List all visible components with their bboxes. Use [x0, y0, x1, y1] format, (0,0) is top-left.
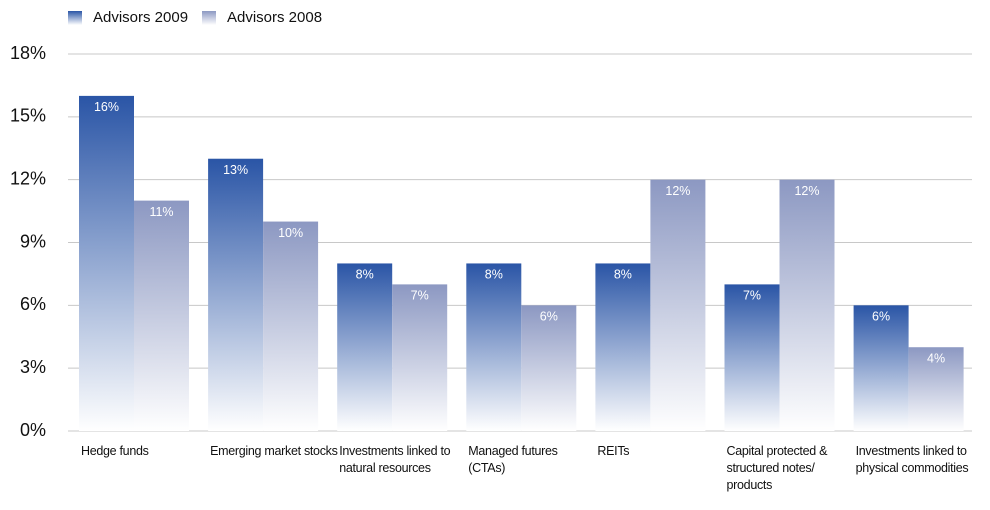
bar — [595, 263, 651, 431]
x-tick-label: Emerging market stocks — [210, 444, 338, 458]
x-tick-label: Investments linked to physical commoditi… — [855, 444, 969, 475]
value-label: 12% — [665, 184, 690, 198]
bar — [779, 179, 835, 431]
value-label: 8% — [356, 268, 374, 282]
bar — [392, 284, 448, 431]
legend-swatch — [202, 11, 216, 25]
y-tick-label: 9% — [20, 231, 46, 251]
x-tick-label: Hedge funds — [81, 444, 149, 458]
legend-label: Advisors 2009 — [93, 9, 188, 26]
value-label: 7% — [411, 289, 429, 303]
bar — [337, 263, 393, 431]
bar — [650, 179, 706, 431]
bar — [263, 221, 319, 431]
value-label: 11% — [149, 205, 173, 219]
bar — [134, 200, 189, 431]
value-label: 12% — [794, 184, 819, 198]
value-label: 7% — [743, 289, 761, 303]
bar — [521, 305, 577, 431]
bar — [908, 347, 964, 431]
bar — [724, 284, 780, 431]
x-tick-label: Investments linked to natural resources — [339, 444, 451, 475]
bar — [466, 263, 522, 431]
y-tick-label: 18% — [10, 43, 46, 63]
value-label: 10% — [278, 226, 303, 240]
y-tick-label: 3% — [20, 357, 46, 377]
value-label: 8% — [614, 268, 632, 282]
y-tick-label: 6% — [20, 294, 46, 314]
y-tick-label: 12% — [10, 168, 46, 188]
bar — [853, 305, 909, 431]
x-tick-label: Capital protected & structured notes/ pr… — [726, 444, 828, 492]
bar — [79, 95, 134, 431]
x-tick-label: REITs — [597, 444, 630, 458]
value-label: 8% — [485, 268, 503, 282]
value-label: 6% — [540, 310, 558, 324]
value-label: 13% — [223, 163, 248, 177]
legend-swatch — [68, 11, 82, 25]
legend-label: Advisors 2008 — [227, 9, 322, 26]
bar — [208, 158, 264, 431]
value-label: 6% — [872, 310, 890, 324]
value-label: 4% — [927, 352, 945, 366]
y-tick-label: 0% — [20, 420, 46, 440]
x-tick-label: Managed futures (CTAs) — [468, 444, 558, 475]
y-tick-label: 15% — [10, 106, 46, 126]
value-label: 16% — [94, 100, 119, 114]
